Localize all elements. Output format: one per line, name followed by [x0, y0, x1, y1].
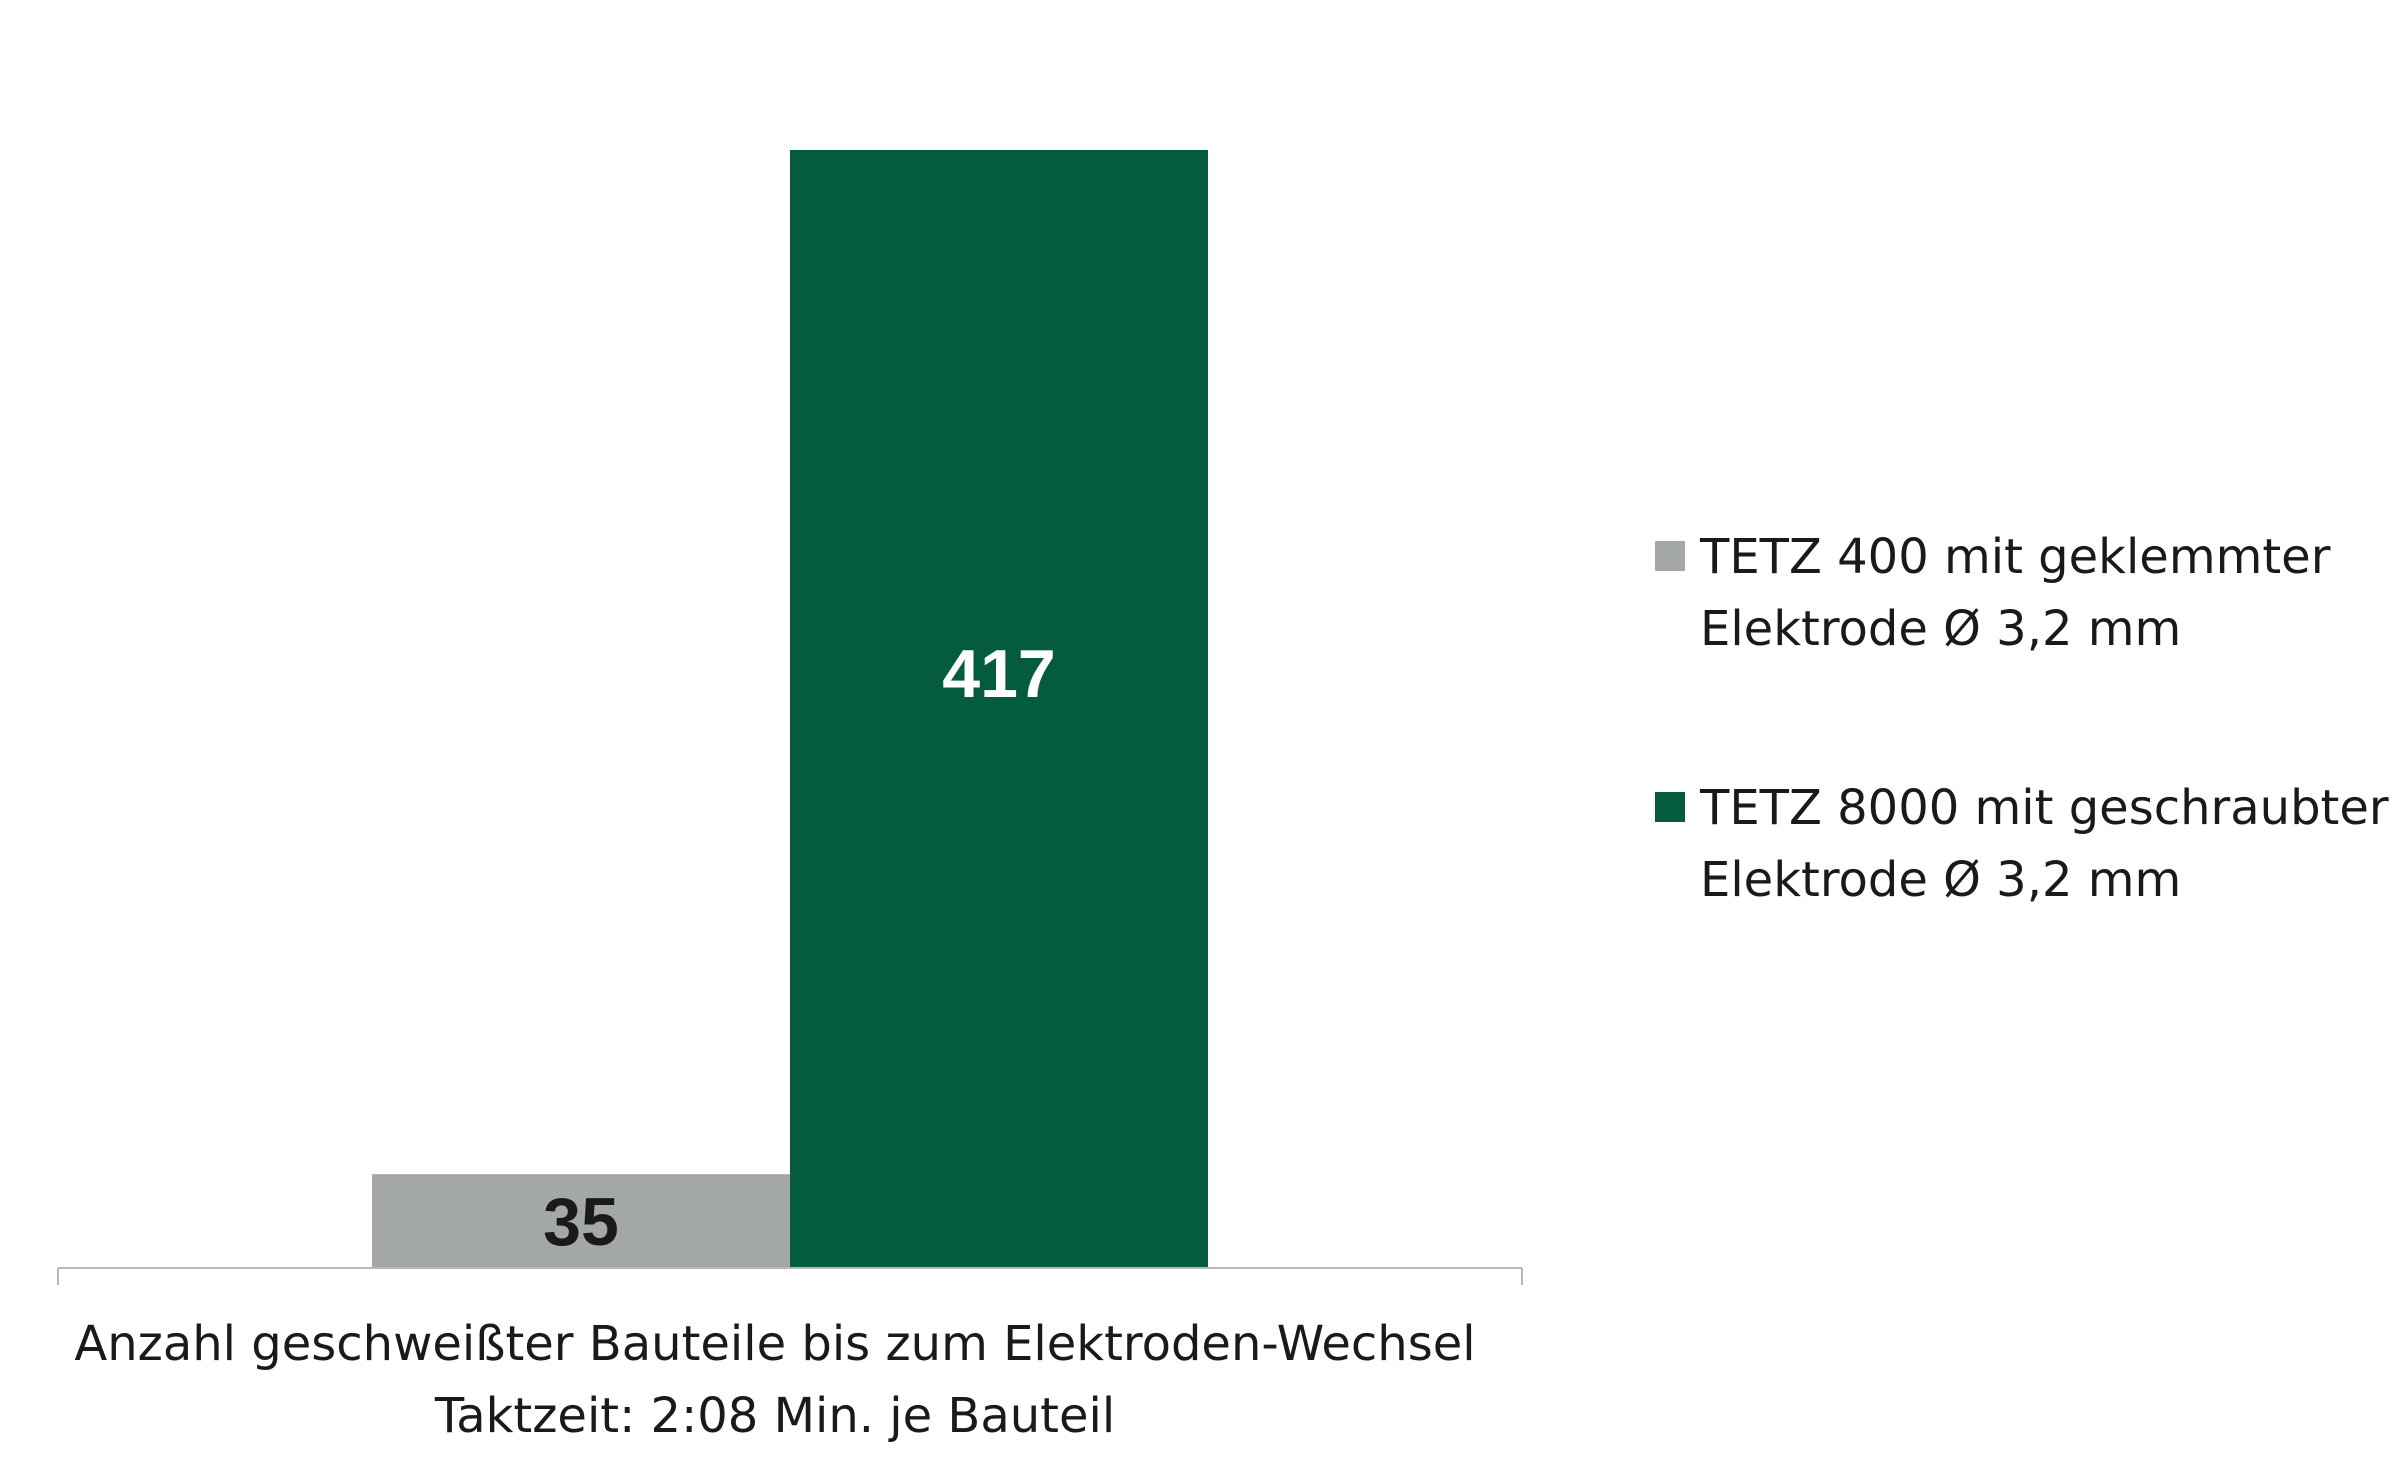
legend-label-tetz-8000-line-1: TETZ 8000 mit geschraubter — [1699, 780, 2389, 836]
legend-label-tetz-8000-line-2: Elektrode Ø 3,2 mm — [1700, 852, 2181, 908]
legend-label-tetz-400-line-2: Elektrode Ø 3,2 mm — [1700, 601, 2181, 657]
x-axis-label-line-2: Taktzeit: 2:08 Min. je Bauteil — [434, 1388, 1115, 1444]
x-axis-label-line-1: Anzahl geschweißter Bauteile bis zum Ele… — [74, 1316, 1475, 1372]
bar-labels-group: 35 417 — [543, 636, 1056, 1260]
bar-tetz-8000 — [790, 150, 1208, 1268]
legend-swatch-tetz-8000 — [1655, 792, 1685, 822]
legend: TETZ 400 mit geklemmter Elektrode Ø 3,2 … — [1655, 529, 2389, 908]
data-label-tetz-8000: 417 — [942, 636, 1055, 712]
data-label-tetz-400: 35 — [543, 1184, 619, 1260]
legend-label-tetz-400-line-1: TETZ 400 mit geklemmter — [1699, 529, 2331, 585]
legend-swatch-tetz-400 — [1655, 541, 1685, 571]
bars-group — [372, 150, 1208, 1268]
bar-tetz-400 — [372, 1174, 790, 1268]
